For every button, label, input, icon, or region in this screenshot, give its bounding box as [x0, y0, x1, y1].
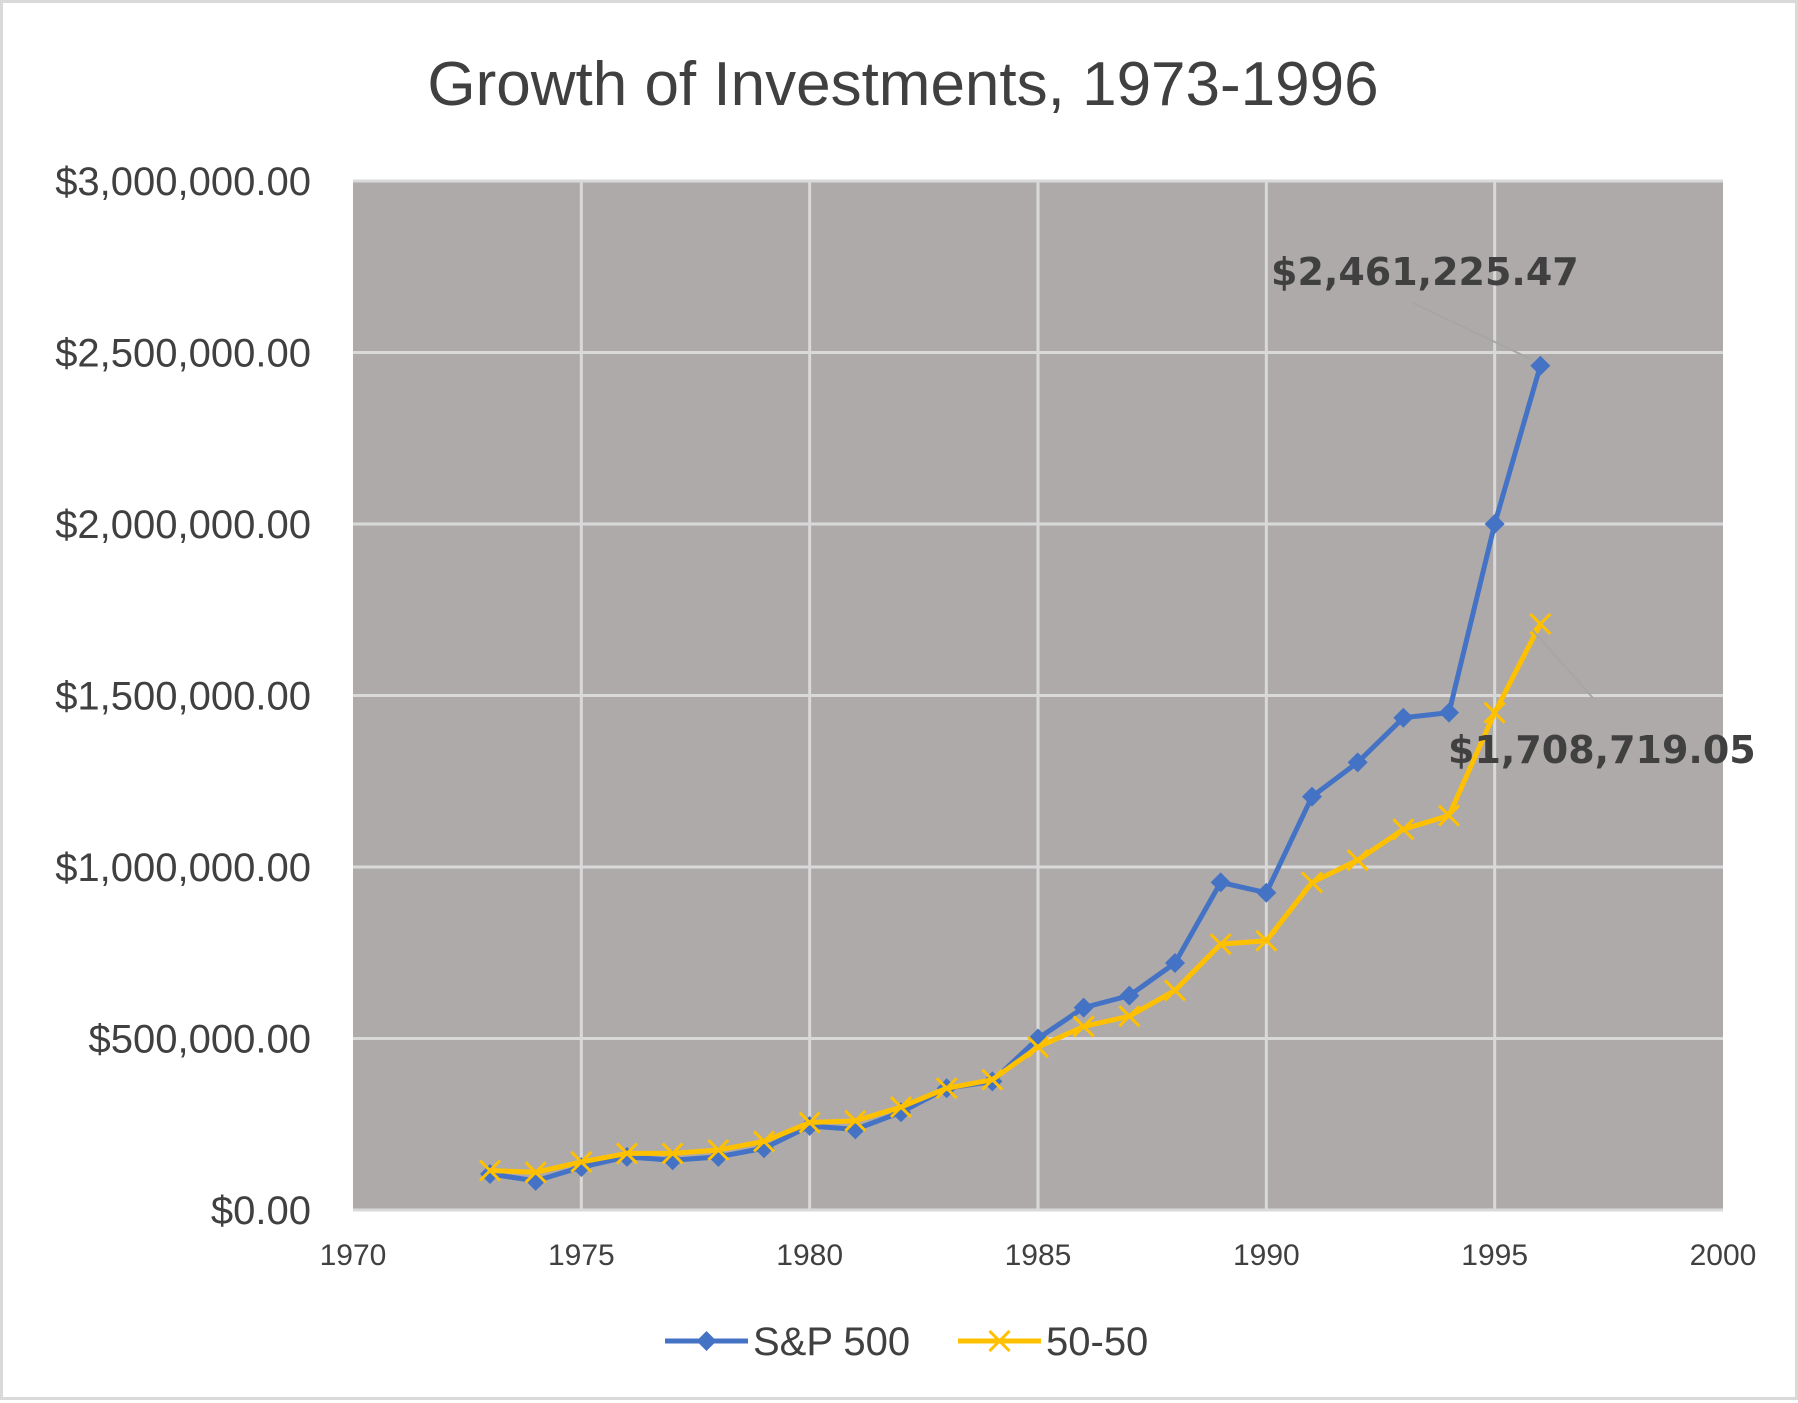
marker-stroke	[981, 1068, 1004, 1091]
chart-title: Growth of Investments, 1973-1996	[427, 50, 1378, 119]
data-point	[981, 1068, 1004, 1091]
data-point	[1119, 985, 1140, 1006]
marker-stroke	[1392, 818, 1415, 841]
data-point	[1346, 849, 1369, 872]
data-point	[1163, 979, 1187, 1002]
marker-stroke	[889, 1096, 913, 1119]
legend-label: 50-50	[1046, 1320, 1148, 1364]
marker-stroke	[1163, 979, 1187, 1002]
data-point	[798, 1111, 821, 1134]
data-point	[844, 1109, 867, 1132]
data-point	[1256, 882, 1277, 903]
data-point	[1210, 872, 1231, 893]
x-tick-label: 1975	[548, 1239, 615, 1272]
y-tick-label: $2,500,000.00	[55, 332, 311, 376]
data-point	[707, 1138, 730, 1162]
y-tick-label: $3,000,000.00	[55, 160, 311, 204]
marker-stroke	[935, 1077, 958, 1100]
series-group	[478, 355, 1552, 1191]
data-point	[478, 1159, 502, 1182]
data-label: $1,708,719.05	[1448, 728, 1756, 772]
x-tick-label: 2000	[1690, 1239, 1757, 1272]
data-point	[935, 1077, 958, 1100]
marker-stroke	[524, 1161, 547, 1184]
y-tick-label: $0.00	[211, 1189, 311, 1233]
x-tick-label: 1985	[1005, 1239, 1072, 1272]
series-50-50	[478, 612, 1552, 1184]
data-point	[1072, 1015, 1095, 1038]
data-point	[1483, 701, 1506, 724]
data-point	[1118, 1005, 1141, 1028]
data-point	[1302, 786, 1322, 807]
y-tick-label: $500,000.00	[89, 1018, 311, 1062]
series-line	[489, 622, 1543, 1175]
data-labels: $2,461,225.47 $1,708,719.05	[1271, 250, 1756, 772]
data-point	[1392, 818, 1415, 841]
marker-stroke	[1209, 933, 1232, 956]
y-axis-ticks: $0.00 $500,000.00 $1,000,000.00 $1,500,000.…	[55, 160, 311, 1233]
marker-stroke	[1026, 1036, 1050, 1059]
data-point	[1300, 871, 1324, 894]
data-label: $2,461,225.47	[1271, 250, 1579, 294]
x-tick-label: 1990	[1233, 1239, 1300, 1272]
marker-stroke	[1300, 871, 1324, 894]
marker-stroke	[478, 1159, 502, 1182]
marker-stroke	[1437, 804, 1461, 827]
data-point	[1073, 997, 1094, 1018]
data-point	[1439, 702, 1459, 723]
data-point	[1165, 953, 1185, 974]
legend-item: S&P 500	[665, 1320, 910, 1364]
legend-item: 50-50	[958, 1320, 1148, 1364]
marker-stroke	[1346, 849, 1369, 872]
data-point	[1026, 1036, 1050, 1059]
x-tick-label: 1980	[776, 1239, 843, 1272]
leader-line	[1531, 629, 1594, 699]
line-chart: Growth of Investments, 1973-1996 $0.00 $5…	[55, 50, 1757, 1364]
marker-stroke	[988, 1329, 1011, 1353]
marker-stroke	[1072, 1015, 1095, 1038]
marker-stroke	[752, 1130, 776, 1153]
data-point	[988, 1329, 1011, 1353]
marker-stroke	[1255, 929, 1278, 952]
marker-stroke	[661, 1142, 684, 1165]
data-point	[524, 1161, 547, 1184]
y-tick-label: $1,000,000.00	[55, 846, 311, 890]
marker-stroke	[1118, 1005, 1141, 1028]
data-point	[570, 1150, 593, 1174]
data-point	[661, 1142, 684, 1165]
x-tick-label: 1995	[1461, 1239, 1528, 1272]
marker-stroke	[707, 1138, 730, 1162]
gridlines	[353, 179, 1723, 1212]
data-point	[1255, 929, 1278, 952]
data-point	[889, 1096, 913, 1119]
marker-stroke	[615, 1142, 639, 1165]
data-point	[1347, 752, 1368, 773]
data-point	[615, 1142, 639, 1165]
data-point	[696, 1331, 717, 1351]
x-axis-ticks: 1970 1975 1980 1985 1990 1995 2000	[320, 1239, 1757, 1272]
marker-stroke	[1483, 701, 1506, 724]
data-point	[1393, 707, 1414, 728]
data-point	[1437, 804, 1461, 827]
data-point	[1530, 355, 1551, 376]
legend-label: S&P 500	[753, 1320, 910, 1364]
data-point	[1484, 514, 1505, 534]
marker-stroke	[844, 1109, 867, 1132]
y-tick-label: $2,000,000.00	[55, 503, 311, 547]
data-point	[1209, 933, 1232, 956]
x-tick-label: 1970	[320, 1239, 387, 1272]
legend: S&P 500 50-50	[665, 1320, 1148, 1364]
data-point	[752, 1130, 776, 1153]
marker-stroke	[798, 1111, 821, 1134]
marker-stroke	[570, 1150, 593, 1174]
y-tick-label: $1,500,000.00	[55, 675, 311, 719]
leader-line	[1412, 302, 1533, 361]
